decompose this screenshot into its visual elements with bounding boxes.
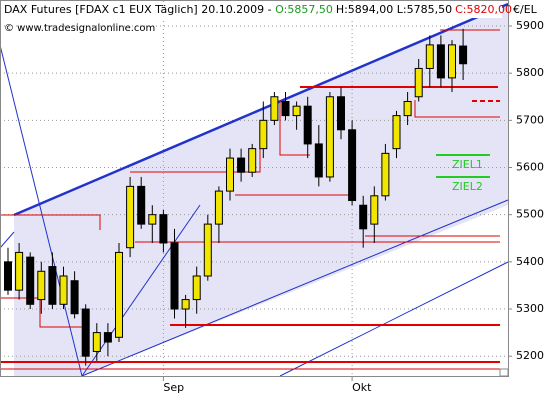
candle-body <box>425 44 434 69</box>
trend-line <box>0 44 83 377</box>
candle-body <box>270 96 279 121</box>
candle-body <box>448 44 456 79</box>
trend-line <box>0 231 15 249</box>
candle-body <box>48 266 57 305</box>
candle-body <box>325 96 334 178</box>
candle-body <box>248 148 257 173</box>
level-line <box>0 214 101 230</box>
x-tick-label: Sep <box>163 381 184 394</box>
y-tick-label: 5500 <box>516 208 544 221</box>
candle-body <box>370 195 379 225</box>
candle-body <box>192 275 201 301</box>
candle-body <box>259 119 268 150</box>
targets: ZIEL1 ZIEL2 <box>436 154 490 193</box>
trend-lines <box>0 2 509 377</box>
candle-body <box>148 214 157 225</box>
candle-body <box>159 214 168 244</box>
level-line <box>0 297 85 328</box>
candle-body <box>203 223 212 277</box>
trend-line <box>81 204 201 377</box>
level-line <box>279 100 310 156</box>
candle-body <box>348 129 357 202</box>
candle-body <box>392 115 401 150</box>
title-bg <box>2 2 502 18</box>
candle-body <box>436 44 445 79</box>
y-tick-label: 5300 <box>516 302 544 315</box>
target-label: ZIEL2 <box>452 180 483 193</box>
y-tick-label: 5700 <box>516 113 544 126</box>
candle-body <box>414 67 423 98</box>
y-tick-label: 5800 <box>516 66 544 79</box>
y-tick-label: 5600 <box>516 161 544 174</box>
title-open: O:5857,50 <box>275 3 333 16</box>
level-line <box>414 100 500 118</box>
candle-body <box>237 157 246 173</box>
trend-line <box>81 199 509 377</box>
candle-body <box>314 143 323 178</box>
y-tick-label: 5900 <box>516 19 544 32</box>
candle-body <box>59 275 68 305</box>
candle-body <box>115 251 123 338</box>
title-main: DAX Futures [FDAX c1 EUX Täglich] 20.10.… <box>4 3 275 16</box>
candle-body <box>226 157 234 192</box>
candle-body <box>214 190 223 225</box>
candle-body <box>459 45 468 65</box>
title: DAX Futures [FDAX c1 EUX Täglich] 20.10.… <box>4 3 512 16</box>
candle-body <box>337 96 345 131</box>
candle-body <box>26 256 35 305</box>
candle-body <box>81 308 90 357</box>
title-high-low: H:5894,00 L:5785,50 <box>336 3 452 16</box>
y-tick-label: 5200 <box>516 349 544 362</box>
candle-body <box>381 152 390 197</box>
y-unit: €/EL <box>513 3 538 16</box>
trend-line <box>13 2 509 217</box>
x-tick-label: Okt <box>352 381 372 394</box>
candle-body <box>15 251 24 291</box>
candle-body <box>4 261 12 291</box>
candle-body <box>70 280 79 315</box>
plot-frame <box>0 0 509 377</box>
corner-box <box>499 368 509 377</box>
candle-body <box>292 105 301 117</box>
candle-body <box>303 105 312 145</box>
candle-body <box>137 185 146 225</box>
candle-body <box>359 204 368 230</box>
candle-body <box>181 299 190 310</box>
watermark: © www.tradesignalonline.com <box>4 23 155 34</box>
target-label: ZIEL1 <box>452 158 483 171</box>
candle-body <box>170 242 179 310</box>
candles <box>4 28 468 366</box>
candle-body <box>37 270 46 301</box>
candle-body <box>103 332 112 343</box>
trend-line <box>279 261 509 377</box>
candle-body <box>126 185 135 249</box>
candle-body <box>281 100 290 117</box>
candle-body <box>403 100 412 117</box>
title-close: C:5820,00 <box>455 3 512 16</box>
level-lines <box>0 29 500 370</box>
channel-shade <box>14 4 508 376</box>
y-tick-label: 5400 <box>516 255 544 268</box>
candle-body <box>92 332 101 352</box>
